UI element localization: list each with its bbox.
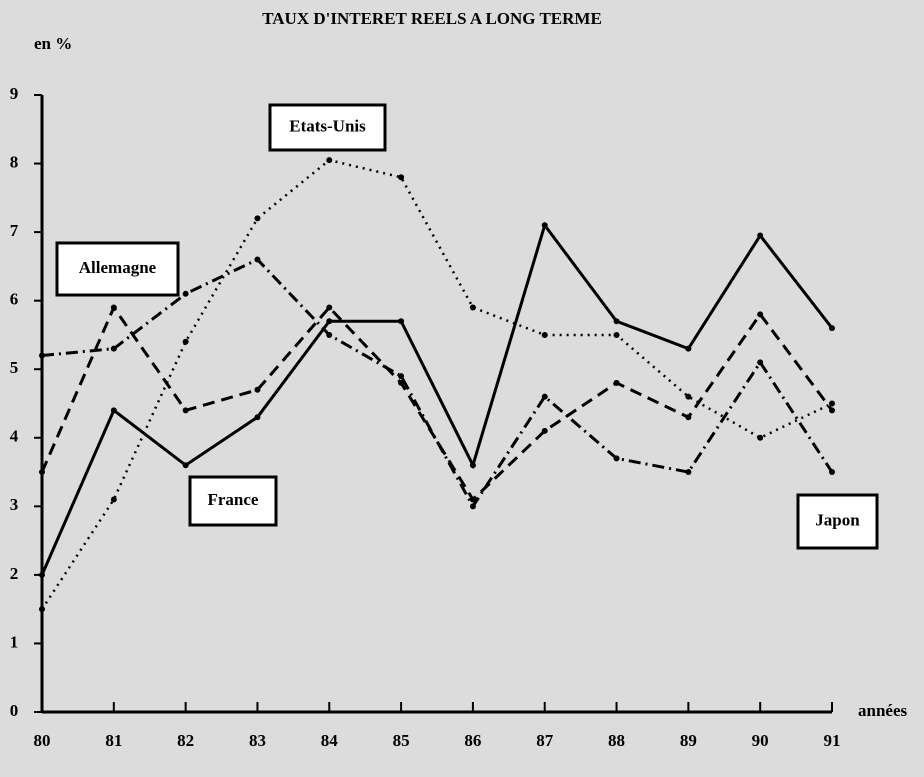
y-tick-label: 8 [10,152,19,171]
data-point [182,290,189,297]
y-axis-label: en % [34,34,72,53]
data-point [326,331,333,338]
data-point [541,222,548,229]
data-point [469,503,476,510]
x-tick-label: 81 [105,731,122,750]
data-point [685,345,692,352]
data-point [398,318,405,325]
data-point [39,606,45,613]
series-label: Allemagne [79,258,157,277]
data-point [469,304,476,311]
x-tick-label: 87 [536,731,554,750]
y-tick-label: 3 [10,495,19,514]
x-tick-label: 86 [464,731,481,750]
x-tick-label: 90 [752,731,769,750]
data-point [613,379,620,386]
data-point [541,427,548,434]
series-label-box [796,493,879,550]
data-point [110,496,117,503]
y-tick-label: 5 [10,358,19,377]
data-point [254,256,261,263]
y-tick-label: 6 [10,290,19,309]
data-point [254,414,261,421]
y-tick-label: 7 [10,221,19,240]
data-point [182,407,189,414]
data-point [685,393,692,400]
data-point [757,232,764,239]
data-point [541,331,548,338]
data-point [254,386,261,393]
data-point [182,338,189,345]
y-tick-label: 4 [10,427,19,446]
x-tick-label: 85 [393,731,410,750]
series-label: Japon [815,510,860,529]
series-line [40,158,833,610]
series-line [40,221,834,576]
y-tick-label: 2 [10,564,19,583]
x-axis-label: années [858,701,908,720]
y-tick-label: 1 [10,632,19,651]
x-tick-label: 88 [608,731,625,750]
x-tick-label: 84 [321,731,339,750]
data-point [326,318,333,325]
series-label-box [55,241,180,297]
data-point [829,400,835,407]
y-tick-label: 9 [10,84,19,103]
data-point [110,407,117,414]
series-label-box [188,475,278,527]
data-point [110,304,117,311]
series-label: France [208,490,259,509]
x-tick-label: 91 [824,731,841,750]
series-label: Etats-Unis [289,116,366,135]
data-point [613,455,620,462]
data-point [685,414,692,421]
data-point [757,434,764,441]
series-label-box [268,103,387,152]
y-tick-label: 0 [10,701,19,720]
data-point [110,345,117,352]
series-line [41,257,834,510]
x-tick-label: 83 [249,731,266,750]
series-line [40,304,834,502]
data-point [685,469,692,476]
data-point [829,325,835,332]
data-point [613,331,620,338]
data-point [469,496,476,503]
x-tick-label: 80 [34,731,51,750]
data-point [39,469,45,476]
data-point [398,373,405,380]
data-point [254,215,261,222]
data-point [829,407,835,414]
data-point [182,462,189,469]
data-point [39,571,45,578]
data-point [469,462,476,469]
data-point [613,318,620,325]
chart-title: TAUX D'INTERET REELS A LONG TERME [262,9,602,28]
data-point [326,157,333,164]
data-point [757,311,764,318]
data-point [829,469,835,476]
x-tick-label: 82 [177,731,194,750]
data-point [757,359,764,366]
data-point [541,393,548,400]
data-point [398,174,405,181]
x-tick-label: 89 [680,731,697,750]
data-point [326,304,333,311]
data-point [39,352,45,359]
